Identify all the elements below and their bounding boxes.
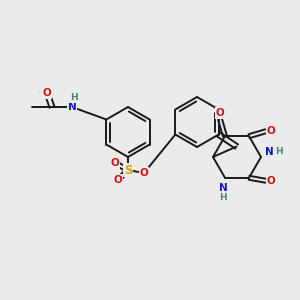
- Text: O: O: [114, 175, 122, 185]
- Text: H: H: [219, 193, 227, 202]
- Text: O: O: [111, 158, 119, 168]
- Text: S: S: [124, 164, 132, 176]
- Text: O: O: [43, 88, 51, 98]
- Text: N: N: [265, 147, 273, 157]
- Text: N: N: [68, 102, 76, 112]
- Text: O: O: [267, 126, 275, 136]
- Text: N: N: [219, 183, 227, 193]
- Text: O: O: [216, 108, 224, 118]
- Text: O: O: [140, 168, 148, 178]
- Text: H: H: [275, 148, 283, 157]
- Text: O: O: [267, 176, 275, 186]
- Text: H: H: [70, 94, 78, 103]
